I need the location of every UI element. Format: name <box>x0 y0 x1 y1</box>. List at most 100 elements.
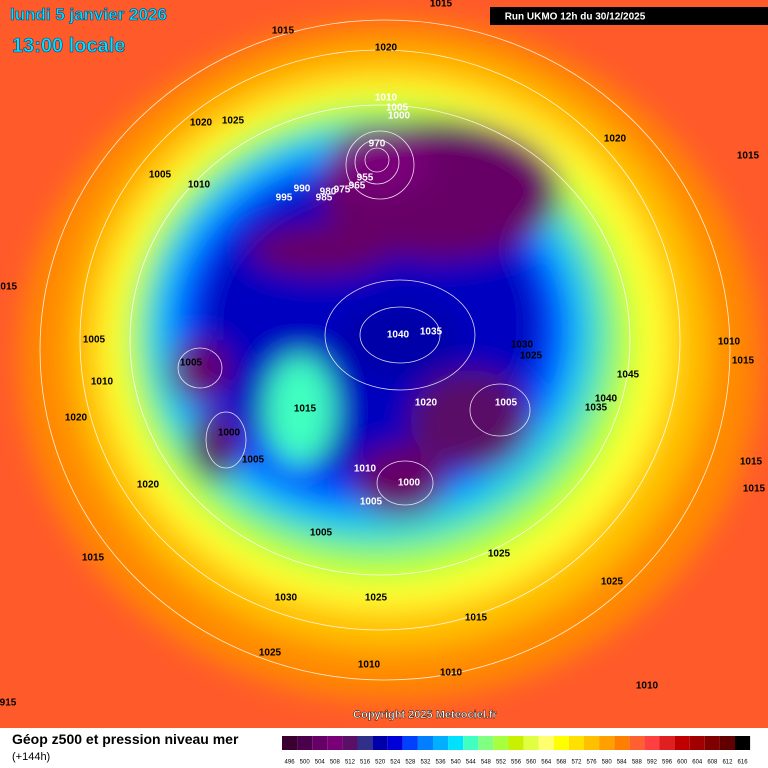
isobar-label: 1020 <box>375 43 398 54</box>
isobar-label: 1010 <box>358 660 381 671</box>
colorbar-label: 592 <box>647 760 658 766</box>
colorbar-cell <box>342 736 358 750</box>
colorbar-cell <box>282 736 298 750</box>
colorbar-label: 580 <box>602 760 613 766</box>
colorbar-cell <box>478 736 494 750</box>
isobar-label: 1015 <box>430 0 453 10</box>
isobar-label: 1010 <box>354 464 377 475</box>
colorbar-label: 564 <box>541 760 552 766</box>
isobar-label: 1015 <box>743 484 766 495</box>
colorbar-cell <box>599 736 615 750</box>
isobar-label: 1035 <box>585 403 608 414</box>
isobar-label: 1000 <box>218 428 241 439</box>
isobar-label: 1005 <box>495 398 518 409</box>
colorbar-cell <box>553 736 569 750</box>
isobar-label: 1015 <box>737 151 760 162</box>
colorbar-label: 572 <box>571 760 582 766</box>
colorbar-cell <box>448 736 464 750</box>
isobar-label: 915 <box>0 698 17 709</box>
colorbar-label: 536 <box>436 760 447 766</box>
colorbar-label: 588 <box>632 760 643 766</box>
colorbar-cell <box>523 736 539 750</box>
isobar-label: 1005 <box>310 528 333 539</box>
isobar-label: 990 <box>294 184 311 195</box>
isobar-label: 1020 <box>415 398 438 409</box>
isobar-label: 1005 <box>83 335 106 346</box>
isobar-label: 1025 <box>488 549 511 560</box>
isobar-label: 955 <box>357 173 374 184</box>
run-info: Run UKMO 12h du 30/12/2025 <box>505 12 646 23</box>
field <box>0 0 768 728</box>
isobar-label: 1010 <box>91 377 114 388</box>
colorbar-cell <box>508 736 524 750</box>
isobar-label: 985 <box>316 193 333 204</box>
colorbar-cell <box>704 736 720 750</box>
colorbar-label: 528 <box>405 760 416 766</box>
isobar-label: 1010 <box>440 668 463 679</box>
isobar-label: 1015 <box>294 404 317 415</box>
copyright: Copyright 2025 Meteociel.fr <box>353 709 497 721</box>
colorbar-label: 560 <box>526 760 537 766</box>
colorbar-label: 616 <box>738 760 749 766</box>
run-box <box>490 7 768 25</box>
isobar-label: 1010 <box>718 337 741 348</box>
isobar-label: 1005 <box>242 455 265 466</box>
isobar-label: 970 <box>369 139 386 150</box>
isobar-label: 1005 <box>360 497 383 508</box>
colorbar-cell <box>659 736 675 750</box>
isobar-label: 1015 <box>732 356 755 367</box>
colorbar-label: 512 <box>345 760 356 766</box>
colorbar-label: 520 <box>375 760 386 766</box>
isobar-label: 995 <box>276 193 293 204</box>
colorbar-label: 544 <box>466 760 477 766</box>
colorbar-cell <box>433 736 449 750</box>
colorbar-label: 600 <box>677 760 688 766</box>
colorbar-label: 500 <box>300 760 311 766</box>
isobar-label: 1025 <box>222 116 245 127</box>
isobar-label: 1015 <box>272 26 295 37</box>
isobar-label: 965 <box>349 181 366 192</box>
colorbar-cell <box>357 736 373 750</box>
isobar-label: 1040 <box>595 394 618 405</box>
colorbar-cell <box>387 736 403 750</box>
colorbar-cell <box>372 736 388 750</box>
isobar-label: 1045 <box>617 370 640 381</box>
colorbar-cell <box>402 736 418 750</box>
colorbar-label: 576 <box>587 760 598 766</box>
forecast-date: lundi 5 janvier 2026 <box>10 5 167 24</box>
isobar-label: 1010 <box>636 681 659 692</box>
isobar-label: 1005 <box>180 358 203 369</box>
colorbar-label: 524 <box>390 760 401 766</box>
isobar-label: 1010 <box>188 180 211 191</box>
colorbar-cell <box>674 736 690 750</box>
colorbar-cell <box>568 736 584 750</box>
colorbar-label: 608 <box>707 760 718 766</box>
colorbar-label: 556 <box>511 760 522 766</box>
colorbar-cell <box>327 736 343 750</box>
isobar-label: 975 <box>334 185 351 196</box>
colorbar-label: 596 <box>662 760 673 766</box>
colorbar-cell <box>689 736 705 750</box>
colorbar-label: 584 <box>617 760 628 766</box>
isobar-label: 1000 <box>398 478 421 489</box>
isobar-label: 1015 <box>0 282 18 293</box>
colorbar-cell <box>644 736 660 750</box>
isobar-label: 1025 <box>365 593 388 604</box>
isobar-label: 1035 <box>420 327 443 338</box>
colorbar-cell <box>417 736 433 750</box>
isobar-label: 1015 <box>740 457 763 468</box>
colorbar-label: 604 <box>692 760 703 766</box>
isobar-label: 1015 <box>82 553 105 564</box>
colorbar-label: 548 <box>481 760 492 766</box>
legend-subtitle: (+144h) <box>12 751 50 763</box>
isobar-label: 1030 <box>275 593 298 604</box>
colorbar-cell <box>297 736 313 750</box>
isobar-label: 1025 <box>259 648 282 659</box>
isobar-label: 1005 <box>386 103 409 114</box>
colorbar-cell <box>719 736 735 750</box>
colorbar-cell <box>584 736 600 750</box>
isobar-label: 1020 <box>604 134 627 145</box>
colorbar-label: 496 <box>285 760 296 766</box>
isobar-label: 1040 <box>387 330 410 341</box>
